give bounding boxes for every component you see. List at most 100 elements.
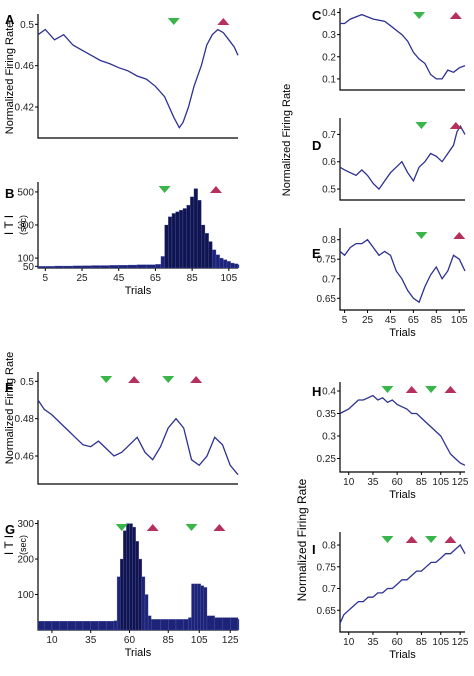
- y-tick-label: 0.65: [317, 606, 337, 617]
- bar: [147, 615, 152, 631]
- bar: [237, 619, 240, 631]
- x-tick-label: 85: [416, 637, 428, 648]
- bar: [234, 263, 239, 269]
- bar: [230, 617, 239, 631]
- y-tick-label: 0.3: [322, 30, 336, 41]
- bar: [151, 619, 161, 631]
- bar: [138, 558, 143, 631]
- x-tick-label: 105: [432, 477, 449, 488]
- axes: [339, 8, 465, 91]
- bar: [113, 620, 118, 631]
- down-triangle-marker: [425, 386, 438, 393]
- bar: [141, 576, 146, 631]
- x-tick-label: 85: [163, 635, 175, 646]
- y-tick-label: 0.1: [322, 74, 336, 85]
- y-tick-label: 100: [17, 254, 34, 265]
- y-tick-label: 0.42: [15, 103, 35, 114]
- panel-i: I 0.8 0.75 0.7 0.65 10 35 60 85 105 125 Trials: [312, 532, 469, 661]
- down-triangle-marker: [425, 536, 438, 543]
- panel-g: G 300 200 100 10 35 60 85 105 125 Trials: [5, 519, 240, 659]
- bar: [82, 620, 91, 631]
- y-tick-label: 0.7: [322, 274, 336, 285]
- x-tick-label: 85: [187, 273, 199, 284]
- bar: [204, 233, 209, 269]
- bar: [132, 526, 136, 631]
- panel-letter-c: C: [312, 8, 322, 23]
- y-tick-label: 0.5: [20, 20, 34, 31]
- bar: [45, 266, 55, 269]
- x-tick-label: 10: [46, 635, 58, 646]
- up-triangle-marker: [444, 386, 457, 393]
- x-tick-label: 60: [392, 477, 404, 488]
- bar: [120, 558, 124, 631]
- down-triangle-marker: [167, 18, 180, 25]
- ylabel-iti-b: I T I: [2, 215, 16, 235]
- x-tick-label: 35: [367, 477, 379, 488]
- x-axis-title: Trials: [125, 647, 152, 659]
- ylabel-bottom-left: Normalized Firing Rate: [4, 352, 16, 464]
- up-triangle-marker: [449, 12, 462, 19]
- bar: [168, 216, 173, 269]
- y-tick-label: 300: [17, 221, 34, 232]
- up-triangle-marker: [405, 536, 418, 543]
- bar: [44, 620, 53, 631]
- bar: [90, 620, 99, 631]
- bar: [106, 620, 115, 631]
- bar: [214, 617, 223, 631]
- bar: [219, 257, 224, 269]
- up-triangle-marker: [128, 376, 141, 383]
- bar: [222, 617, 231, 631]
- down-triangle-marker: [415, 232, 428, 239]
- down-triangle-marker: [381, 386, 394, 393]
- down-triangle-marker: [415, 122, 428, 129]
- bar: [201, 224, 206, 269]
- bar: [171, 213, 176, 269]
- y-tick-label: 0.2: [322, 52, 336, 63]
- bar: [203, 587, 208, 631]
- axes: [37, 372, 238, 485]
- bar: [179, 209, 184, 269]
- bar: [230, 262, 235, 269]
- bar: [155, 264, 162, 269]
- x-tick-label: 45: [113, 273, 125, 284]
- ylabel-iti-unit-g: (sec): [18, 535, 28, 555]
- bar: [175, 619, 184, 631]
- y-tick-label: 0.4: [322, 387, 336, 398]
- axes: [37, 14, 238, 139]
- up-triangle-marker: [449, 122, 462, 129]
- panel-c: C 0.4 0.3 0.2 0.1: [312, 8, 466, 91]
- bar: [59, 620, 68, 631]
- ylabel-bottom-right: Normalized Firing Rate: [295, 478, 309, 601]
- series-line: [339, 543, 466, 624]
- x-tick-label: 10: [343, 637, 355, 648]
- x-axis-title: Trials: [389, 327, 416, 339]
- bar: [146, 264, 156, 269]
- down-triangle-marker: [381, 536, 394, 543]
- bar: [126, 523, 130, 631]
- labels: Normalized Firing Rate Normalized Firing…: [2, 22, 309, 602]
- bar: [208, 241, 213, 269]
- x-tick-label: 60: [392, 637, 404, 648]
- bar: [72, 265, 83, 269]
- bar: [194, 583, 198, 631]
- panel-f: F 0.5 0.48 0.46: [5, 372, 239, 485]
- y-tick-label: 0.46: [15, 452, 35, 463]
- y-tick-label: 0.75: [317, 562, 337, 573]
- y-tick-label: 0.4: [322, 8, 336, 19]
- up-triangle-marker: [146, 524, 159, 531]
- y-tick-label: 0.25: [317, 454, 337, 465]
- x-axis-title: Trials: [389, 649, 416, 661]
- panel-letter-a: A: [5, 12, 15, 27]
- series-line: [339, 124, 466, 191]
- y-tick-label: 50: [23, 262, 35, 273]
- x-tick-label: 25: [362, 315, 374, 326]
- x-axis-title: Trials: [125, 285, 152, 297]
- up-triangle-marker: [217, 18, 230, 25]
- y-tick-label: 0.5: [20, 377, 34, 388]
- x-tick-label: 25: [76, 273, 88, 284]
- bar: [136, 264, 147, 269]
- x-tick-label: 105: [432, 637, 449, 648]
- up-triangle-marker: [213, 524, 226, 531]
- panel-d: D0.7 0.6 0.5: [312, 118, 466, 201]
- down-triangle-marker: [115, 524, 128, 531]
